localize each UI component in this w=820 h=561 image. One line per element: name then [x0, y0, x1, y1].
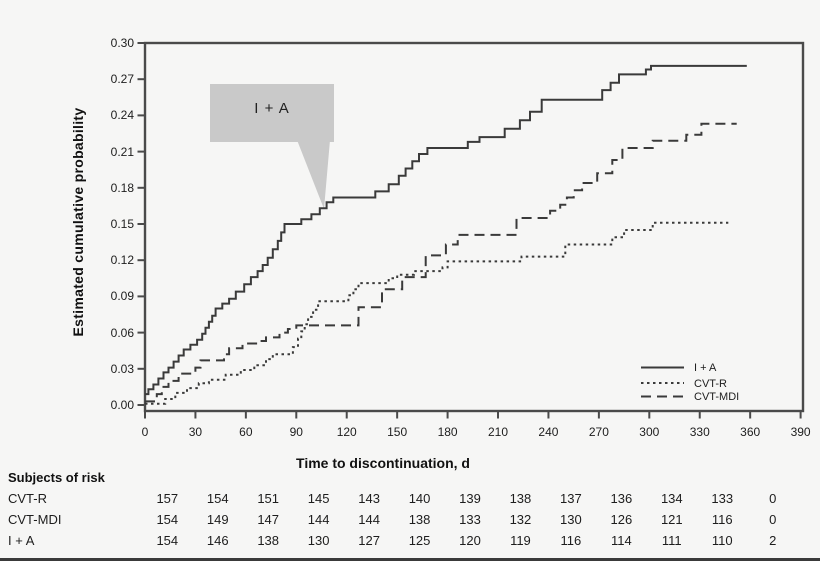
risk-value: 120: [459, 533, 481, 548]
risk-value: 151: [257, 491, 280, 506]
x-tick-label: 60: [239, 425, 253, 439]
risk-value: 149: [206, 512, 229, 527]
risk-value: 133: [459, 512, 481, 527]
risk-value: 125: [408, 533, 431, 548]
y-tick-label: 0.09: [110, 289, 134, 304]
risk-row-label-cvt-r: CVT-R: [8, 491, 47, 506]
x-axis-title: Time to discontinuation, d: [296, 455, 470, 471]
risk-value: 119: [510, 533, 531, 548]
risk-value: 146: [206, 533, 229, 548]
y-tick-label: 0.03: [110, 361, 134, 376]
risk-value: 139: [459, 491, 481, 506]
y-tick-label: 0.30: [110, 36, 134, 50]
risk-value: 2: [769, 533, 777, 548]
series-line-cvt-r: [145, 221, 729, 405]
series-line-i-a: [145, 64, 747, 396]
risk-value: 121: [660, 512, 683, 527]
x-tick-label: 150: [387, 425, 408, 439]
risk-value: 144: [358, 512, 380, 527]
risk-value: 130: [560, 512, 582, 527]
x-tick-label: 270: [588, 425, 609, 439]
risk-value: 137: [560, 491, 582, 506]
risk-value: 127: [358, 533, 380, 548]
risk-value: 147: [257, 512, 280, 527]
plot-frame: [143, 41, 805, 413]
x-tick-label: 360: [740, 425, 761, 439]
y-tick-label: 0.18: [110, 180, 134, 195]
risk-value: 130: [307, 533, 330, 548]
x-tick-label: 300: [639, 425, 660, 439]
risk-value: 114: [610, 533, 632, 548]
callout-pointer: [297, 140, 330, 209]
risk-value: 140: [408, 491, 431, 506]
risk-value: 134: [660, 491, 683, 506]
callout-box: [210, 84, 334, 142]
risk-value: 126: [610, 512, 633, 527]
x-tick-label: 120: [336, 425, 357, 439]
risk-value: 133: [711, 491, 734, 506]
x-tick-label: 240: [538, 425, 559, 439]
risk-value: 145: [307, 491, 330, 506]
risk-value: 138: [257, 533, 280, 548]
series-line-cvt-mdi: [145, 122, 737, 403]
risk-value: 136: [610, 491, 633, 506]
risk-row-label-cvt-mdi: CVT-MDI: [8, 512, 62, 527]
risk-row-label-i-a: I + A: [8, 533, 35, 548]
risk-value: 0: [769, 491, 777, 506]
x-tick-label: 330: [689, 425, 710, 439]
y-tick-label: 0.06: [110, 325, 134, 340]
x-tick-label: 90: [289, 425, 303, 439]
risk-value: 138: [408, 512, 431, 527]
callout-label: I + A: [254, 100, 290, 117]
y-tick-label: 0.24: [110, 108, 134, 123]
x-tick-label: 390: [790, 425, 811, 439]
y-tick-label: 0.27: [110, 72, 134, 87]
legend-label-cvt-r: CVT-R: [694, 378, 727, 390]
y-axis-title: Estimated cumulative probability: [70, 107, 86, 337]
y-tick-label: 0.00: [110, 398, 134, 412]
legend-label-cvt-mdi: CVT-MDI: [694, 391, 740, 403]
risk-table-header: Subjects of risk: [8, 470, 105, 485]
risk-value: 132: [509, 512, 532, 527]
y-tick-label: 0.21: [110, 144, 134, 159]
x-tick-label: 30: [188, 425, 203, 439]
y-tick-label: 0.15: [110, 217, 134, 231]
y-tick-label: 0.12: [110, 253, 134, 268]
risk-value: 157: [156, 491, 179, 506]
risk-value: 138: [509, 491, 532, 506]
bottom-border-rule: [0, 558, 820, 561]
risk-value: 143: [358, 491, 380, 506]
risk-value: 154: [156, 512, 179, 527]
x-tick-label: 210: [487, 425, 509, 439]
risk-value: 144: [307, 512, 330, 527]
risk-value: 154: [206, 491, 229, 506]
risk-value: 116: [711, 512, 733, 527]
risk-value: 116: [560, 533, 582, 548]
risk-value: 154: [156, 533, 179, 548]
risk-value: 0: [769, 512, 777, 527]
x-tick-label: 180: [437, 425, 458, 439]
legend-label-i-a: I + A: [694, 362, 717, 374]
x-tick-label: 0: [141, 425, 149, 439]
risk-value: 110: [711, 533, 733, 548]
risk-value: 111: [661, 533, 682, 548]
